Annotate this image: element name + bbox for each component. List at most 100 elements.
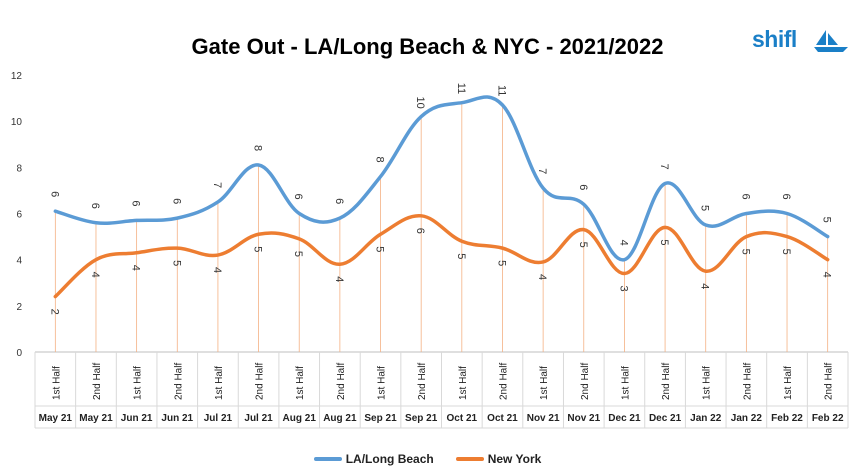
y-tick-label: 0 bbox=[16, 348, 22, 359]
x-tick-month-label: Oct 21 bbox=[487, 413, 518, 424]
y-tick-label: 4 bbox=[16, 256, 22, 267]
data-label-ny: 5 bbox=[495, 260, 507, 266]
legend-item-ny: New York bbox=[455, 452, 542, 466]
x-tick-half-label: 2nd Half bbox=[661, 363, 672, 400]
data-label-la: 8 bbox=[374, 157, 386, 163]
x-tick-month-label: May 21 bbox=[39, 413, 73, 424]
data-label-la: 6 bbox=[577, 184, 589, 190]
x-tick-half-label: 2nd Half bbox=[255, 363, 266, 400]
legend: LA/Long Beach New York bbox=[0, 452, 855, 466]
data-label-ny: 4 bbox=[821, 272, 833, 278]
x-tick-month-label: May 21 bbox=[79, 413, 113, 424]
x-tick-month-label: Jul 21 bbox=[204, 413, 233, 424]
data-label-ny: 5 bbox=[658, 239, 670, 245]
x-tick-half-label: 2nd Half bbox=[173, 363, 184, 400]
x-tick-half-label: 2nd Half bbox=[417, 363, 428, 400]
data-label-la: 7 bbox=[536, 168, 548, 174]
chart-title: Gate Out - LA/Long Beach & NYC - 2021/20… bbox=[191, 34, 664, 59]
data-label-la: 11 bbox=[495, 85, 507, 96]
data-label-ny: 4 bbox=[130, 265, 142, 271]
legend-swatch-ny bbox=[455, 457, 484, 461]
data-label-ny: 4 bbox=[89, 272, 101, 278]
x-tick-half-label: 1st Half bbox=[133, 366, 144, 400]
series-line-ny bbox=[53, 214, 830, 299]
data-label-ny: 4 bbox=[333, 276, 345, 282]
x-tick-half-label: 1st Half bbox=[783, 366, 794, 400]
legend-label-ny: New York bbox=[487, 452, 542, 466]
data-label-la: 5 bbox=[699, 205, 711, 211]
y-tick-label: 6 bbox=[16, 210, 22, 221]
data-label-ny: 5 bbox=[780, 249, 792, 255]
data-label-la: 6 bbox=[333, 198, 345, 204]
data-label-ny: 5 bbox=[292, 251, 304, 257]
x-tick-month-label: Aug 21 bbox=[323, 413, 357, 424]
legend-swatch-la bbox=[313, 457, 342, 461]
y-tick-label: 8 bbox=[16, 163, 22, 174]
x-tick-month-label: Nov 21 bbox=[527, 413, 560, 424]
data-label-ny: 5 bbox=[374, 246, 386, 252]
x-tick-month-label: Nov 21 bbox=[567, 413, 600, 424]
data-label-la: 11 bbox=[455, 83, 467, 94]
x-tick-half-label: 2nd Half bbox=[742, 363, 753, 400]
data-label-la: 6 bbox=[130, 200, 142, 206]
data-label-ny: 3 bbox=[617, 286, 629, 292]
logo-text: shifl bbox=[752, 26, 797, 52]
x-tick-half-label: 2nd Half bbox=[498, 363, 509, 400]
data-label-ny: 6 bbox=[414, 228, 426, 234]
y-tick-label: 10 bbox=[11, 117, 23, 128]
data-label-la: 4 bbox=[617, 240, 629, 246]
x-tick-half-label: 2nd Half bbox=[580, 363, 591, 400]
data-label-ny: 4 bbox=[211, 267, 223, 273]
data-label-la: 6 bbox=[739, 194, 751, 200]
y-tick-label: 12 bbox=[11, 71, 23, 82]
data-label-ny: 5 bbox=[577, 242, 589, 248]
data-label-ny: 5 bbox=[170, 260, 182, 266]
data-label-la: 6 bbox=[780, 194, 792, 200]
x-tick-month-label: Jan 22 bbox=[690, 413, 722, 424]
data-label-la: 5 bbox=[821, 217, 833, 223]
x-tick-month-label: Feb 22 bbox=[771, 413, 803, 424]
x-tick-half-label: 1st Half bbox=[295, 366, 306, 400]
data-label-la: 7 bbox=[658, 163, 670, 169]
x-tick-month-label: Sep 21 bbox=[405, 413, 438, 424]
x-tick-month-label: Jul 21 bbox=[244, 413, 273, 424]
x-tick-half-label: 2nd Half bbox=[336, 363, 347, 400]
x-tick-month-label: Jun 21 bbox=[161, 413, 193, 424]
x-tick-month-label: Dec 21 bbox=[608, 413, 641, 424]
x-tick-month-label: Jan 22 bbox=[731, 413, 763, 424]
data-label-ny: 5 bbox=[455, 253, 467, 259]
boat-icon bbox=[814, 30, 848, 52]
data-label-la: 6 bbox=[48, 191, 60, 197]
data-label-la: 6 bbox=[292, 194, 304, 200]
y-tick-label: 2 bbox=[16, 302, 22, 313]
x-tick-half-label: 1st Half bbox=[620, 366, 631, 400]
x-tick-half-label: 1st Half bbox=[51, 366, 62, 400]
data-label-la: 8 bbox=[252, 145, 264, 151]
data-label-ny: 2 bbox=[48, 309, 60, 315]
x-tick-half-label: 1st Half bbox=[702, 366, 713, 400]
data-label-la: 10 bbox=[414, 97, 426, 109]
x-tick-month-label: Dec 21 bbox=[649, 413, 682, 424]
x-tick-half-label: 1st Half bbox=[539, 366, 550, 400]
legend-label-la: LA/Long Beach bbox=[345, 452, 434, 466]
x-tick-half-label: 1st Half bbox=[214, 366, 225, 400]
data-label-ny: 4 bbox=[699, 283, 711, 289]
x-tick-half-label: 1st Half bbox=[458, 366, 469, 400]
x-tick-month-label: Jun 21 bbox=[121, 413, 153, 424]
data-label-ny: 5 bbox=[252, 246, 264, 252]
x-tick-month-label: Aug 21 bbox=[283, 413, 317, 424]
series-line-la bbox=[53, 95, 830, 262]
data-label-la: 6 bbox=[89, 203, 101, 209]
x-tick-month-label: Feb 22 bbox=[812, 413, 844, 424]
data-label-ny: 5 bbox=[739, 249, 751, 255]
legend-item-la: LA/Long Beach bbox=[313, 452, 434, 466]
data-label-la: 6 bbox=[170, 198, 182, 204]
x-tick-month-label: Oct 21 bbox=[447, 413, 478, 424]
shifl-logo: shifl bbox=[752, 26, 852, 56]
data-label-ny: 4 bbox=[536, 274, 548, 280]
x-tick-half-label: 1st Half bbox=[377, 366, 388, 400]
x-tick-half-label: 2nd Half bbox=[824, 363, 835, 400]
x-tick-month-label: Sep 21 bbox=[364, 413, 397, 424]
x-tick-half-label: 2nd Half bbox=[92, 363, 103, 400]
